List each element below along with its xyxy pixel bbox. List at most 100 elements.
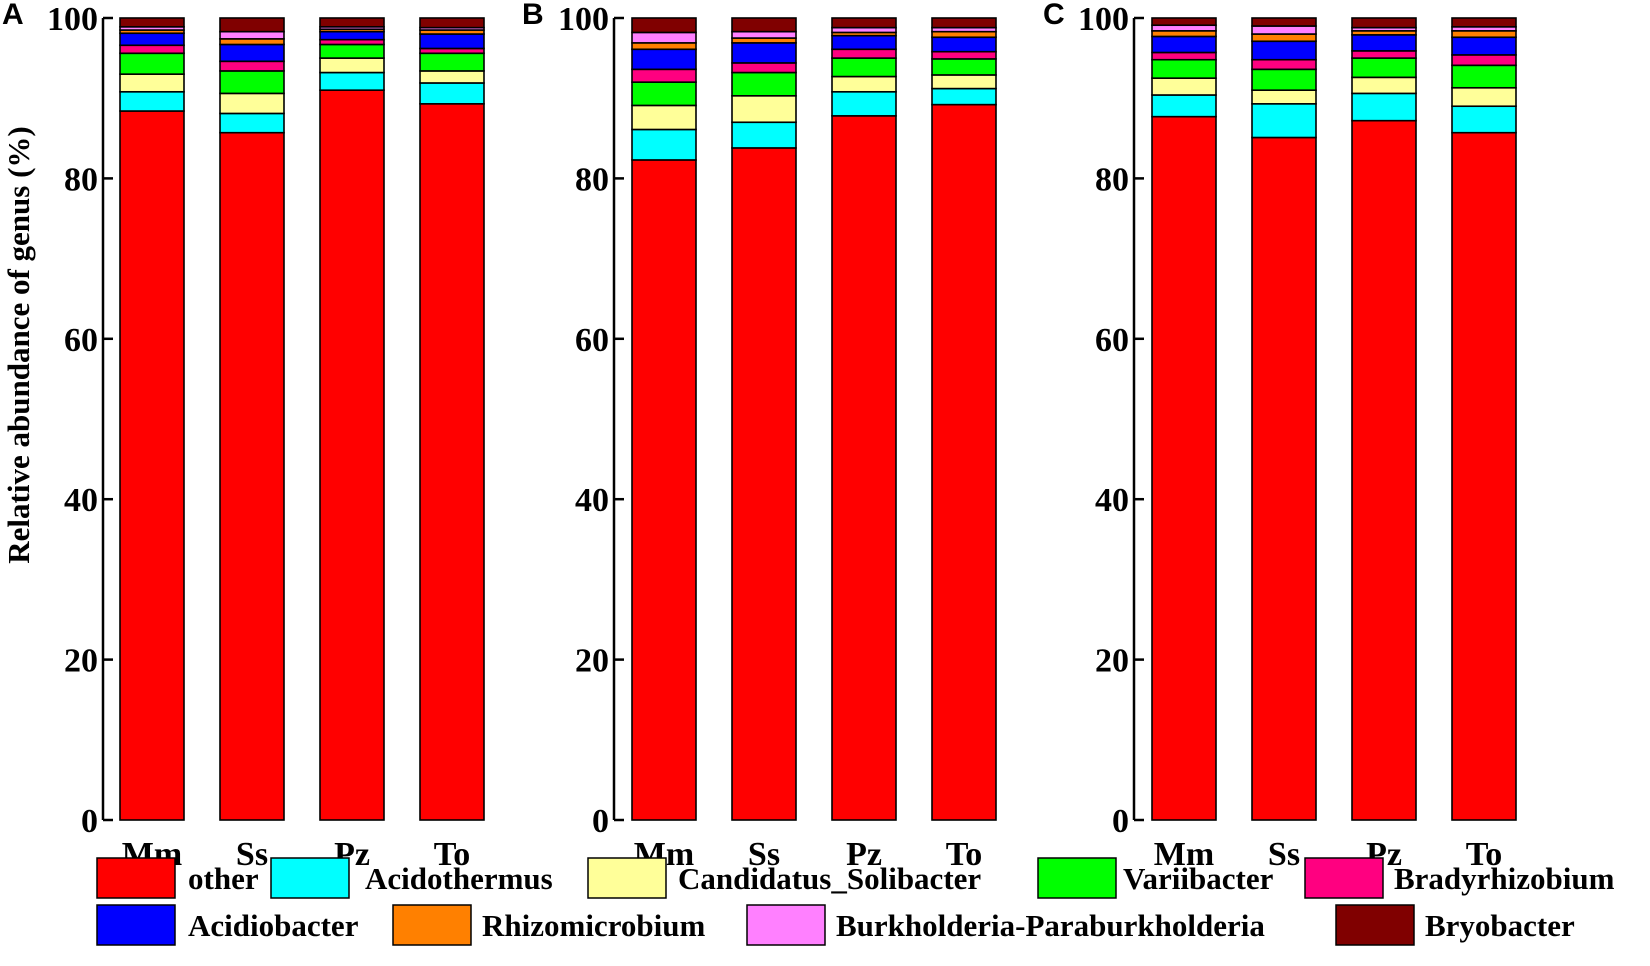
- legend-swatch-candidatus-solibacter: [587, 857, 667, 899]
- bar-segment-bradyrhizobium-to: [931, 50, 997, 60]
- bar-segment-burkholderia-paraburkholderia-ss: [1251, 25, 1317, 35]
- bar-segment-bryobacter-ss: [731, 17, 797, 33]
- bar-segment-burkholderia-paraburkholderia-mm: [631, 31, 697, 44]
- bar-segment-burkholderia-paraburkholderia-ss: [731, 30, 797, 39]
- bar-segment-other-ss: [1251, 136, 1317, 821]
- bar-segment-other-pz: [319, 89, 385, 821]
- legend-swatch-rhizomicrobium: [392, 904, 472, 946]
- bar-segment-acidothermus-mm: [631, 128, 697, 161]
- legend-swatch-acidothermus: [270, 857, 350, 899]
- legend-swatch-other: [96, 857, 176, 899]
- bar-segment-acidothermus-mm: [1151, 94, 1217, 118]
- category-label-pz: Pz: [846, 836, 882, 873]
- legend-label-variibacter: Variibacter: [1123, 861, 1274, 896]
- bar-segment-bryobacter-mm: [631, 17, 697, 34]
- bar-segment-bryobacter-to: [419, 17, 485, 29]
- bar-segment-variibacter-ss: [1251, 68, 1317, 91]
- bar-segment-candidatus-solibacter-ss: [1251, 89, 1317, 105]
- legend-swatch-bryobacter: [1335, 904, 1415, 946]
- panel-letter: B: [522, 0, 544, 31]
- y-tick-label: 60: [575, 322, 609, 359]
- bar-segment-acidothermus-pz: [831, 90, 897, 117]
- y-tick-label: 100: [558, 1, 609, 38]
- bar-segment-other-to: [1451, 131, 1517, 821]
- legend-swatch-acidiobacter: [96, 904, 176, 946]
- bar-segment-burkholderia-paraburkholderia-mm: [1151, 24, 1217, 32]
- legend-label-acidiobacter: Acidiobacter: [188, 908, 359, 943]
- y-axis-title: Relative abundance of genus (%): [1, 126, 36, 563]
- bar-segment-rhizomicrobium-ss: [1251, 33, 1317, 43]
- bar-segment-other-pz: [1351, 119, 1417, 821]
- y-tick-label: 80: [64, 161, 98, 198]
- y-tick-label: 20: [575, 643, 609, 680]
- bar-segment-other-ss: [731, 147, 797, 821]
- bar-segment-acidiobacter-mm: [1151, 35, 1217, 54]
- bar-segment-variibacter-ss: [219, 70, 285, 95]
- legend-label-other: other: [188, 861, 259, 896]
- bar-segment-candidatus-solibacter-to: [419, 70, 485, 84]
- bar-segment-acidiobacter-to: [931, 36, 997, 53]
- bar-segment-variibacter-pz: [1351, 57, 1417, 79]
- bar-segment-bradyrhizobium-mm: [119, 44, 185, 55]
- legend: other Acidothermus Candidatus_Solibacter Va…: [96, 857, 1615, 946]
- legend-label-bradyrhizobium: Bradyrhizobium: [1394, 861, 1615, 896]
- category-label-ss: Ss: [1268, 836, 1300, 873]
- bar-segment-candidatus-solibacter-pz: [319, 57, 385, 74]
- bar-segment-variibacter-ss: [731, 71, 797, 97]
- category-label-to: To: [434, 836, 471, 873]
- y-tick-label: 40: [1095, 482, 1129, 519]
- legend-label-rhizomicrobium: Rhizomicrobium: [482, 908, 705, 943]
- bar-segment-bradyrhizobium-pz: [831, 48, 897, 59]
- bar-segment-acidothermus-to: [419, 82, 485, 105]
- bar-segment-acidiobacter-pz: [1351, 34, 1417, 52]
- bar-segment-candidatus-solibacter-mm: [631, 104, 697, 131]
- legend-label-bryobacter: Bryobacter: [1425, 908, 1575, 943]
- y-tick-label: 20: [64, 643, 98, 680]
- bar-segment-bryobacter-mm: [119, 17, 185, 28]
- bar-segment-burkholderia-paraburkholderia-ss: [219, 30, 285, 40]
- bar-segment-acidothermus-ss: [219, 112, 285, 134]
- legend-label-candidatus-solibacter: Candidatus_Solibacter: [678, 861, 981, 896]
- bar-segment-variibacter-pz: [319, 43, 385, 59]
- y-tick-label: 0: [1112, 803, 1129, 840]
- y-tick-label: 100: [1078, 1, 1129, 38]
- bar-segment-rhizomicrobium-to: [931, 30, 997, 39]
- bar-segment-bryobacter-to: [931, 17, 997, 29]
- bar-segment-other-ss: [219, 131, 285, 821]
- bar-segment-other-pz: [831, 115, 897, 821]
- bar-segment-other-mm: [1151, 115, 1217, 821]
- bar-segment-acidothermus-to: [1451, 105, 1517, 134]
- bar-segment-rhizomicrobium-mm: [631, 42, 697, 51]
- bar-segment-acidiobacter-ss: [731, 42, 797, 64]
- bar-segment-acidothermus-to: [931, 87, 997, 106]
- bar-segment-acidothermus-ss: [1251, 103, 1317, 139]
- y-tick-label: 100: [47, 1, 98, 38]
- bar-segment-rhizomicrobium-ss: [219, 38, 285, 46]
- bar-segment-rhizomicrobium-mm: [1151, 30, 1217, 38]
- bar-segment-acidiobacter-mm: [631, 48, 697, 71]
- bar-segment-variibacter-pz: [831, 57, 897, 78]
- bar-segment-other-to: [931, 103, 997, 821]
- bar-segment-acidothermus-ss: [731, 121, 797, 149]
- bar-segment-variibacter-mm: [631, 81, 697, 107]
- y-tick-label: 40: [64, 482, 98, 519]
- bar-segment-bryobacter-mm: [1151, 17, 1217, 27]
- bar-segment-candidatus-solibacter-ss: [731, 94, 797, 124]
- bar-segment-variibacter-to: [931, 58, 997, 76]
- bar-segment-candidatus-solibacter-mm: [119, 73, 185, 93]
- legend-swatch-bradyrhizobium: [1304, 857, 1384, 899]
- bar-segment-bradyrhizobium-ss: [1251, 58, 1317, 71]
- category-label-mm: Mm: [1154, 836, 1214, 873]
- y-tick-label: 60: [64, 322, 98, 359]
- category-label-to: To: [1466, 836, 1503, 873]
- legend-label-acidothermus: Acidothermus: [365, 861, 553, 896]
- bar-segment-rhizomicrobium-to: [1451, 30, 1517, 39]
- bar-segment-bradyrhizobium-pz: [1351, 50, 1417, 59]
- panel-letter: A: [2, 0, 24, 31]
- bar-segment-bryobacter-ss: [219, 17, 285, 33]
- bar-segment-acidiobacter-to: [1451, 36, 1517, 56]
- y-tick-label: 80: [1095, 161, 1129, 198]
- y-tick-label: 80: [575, 161, 609, 198]
